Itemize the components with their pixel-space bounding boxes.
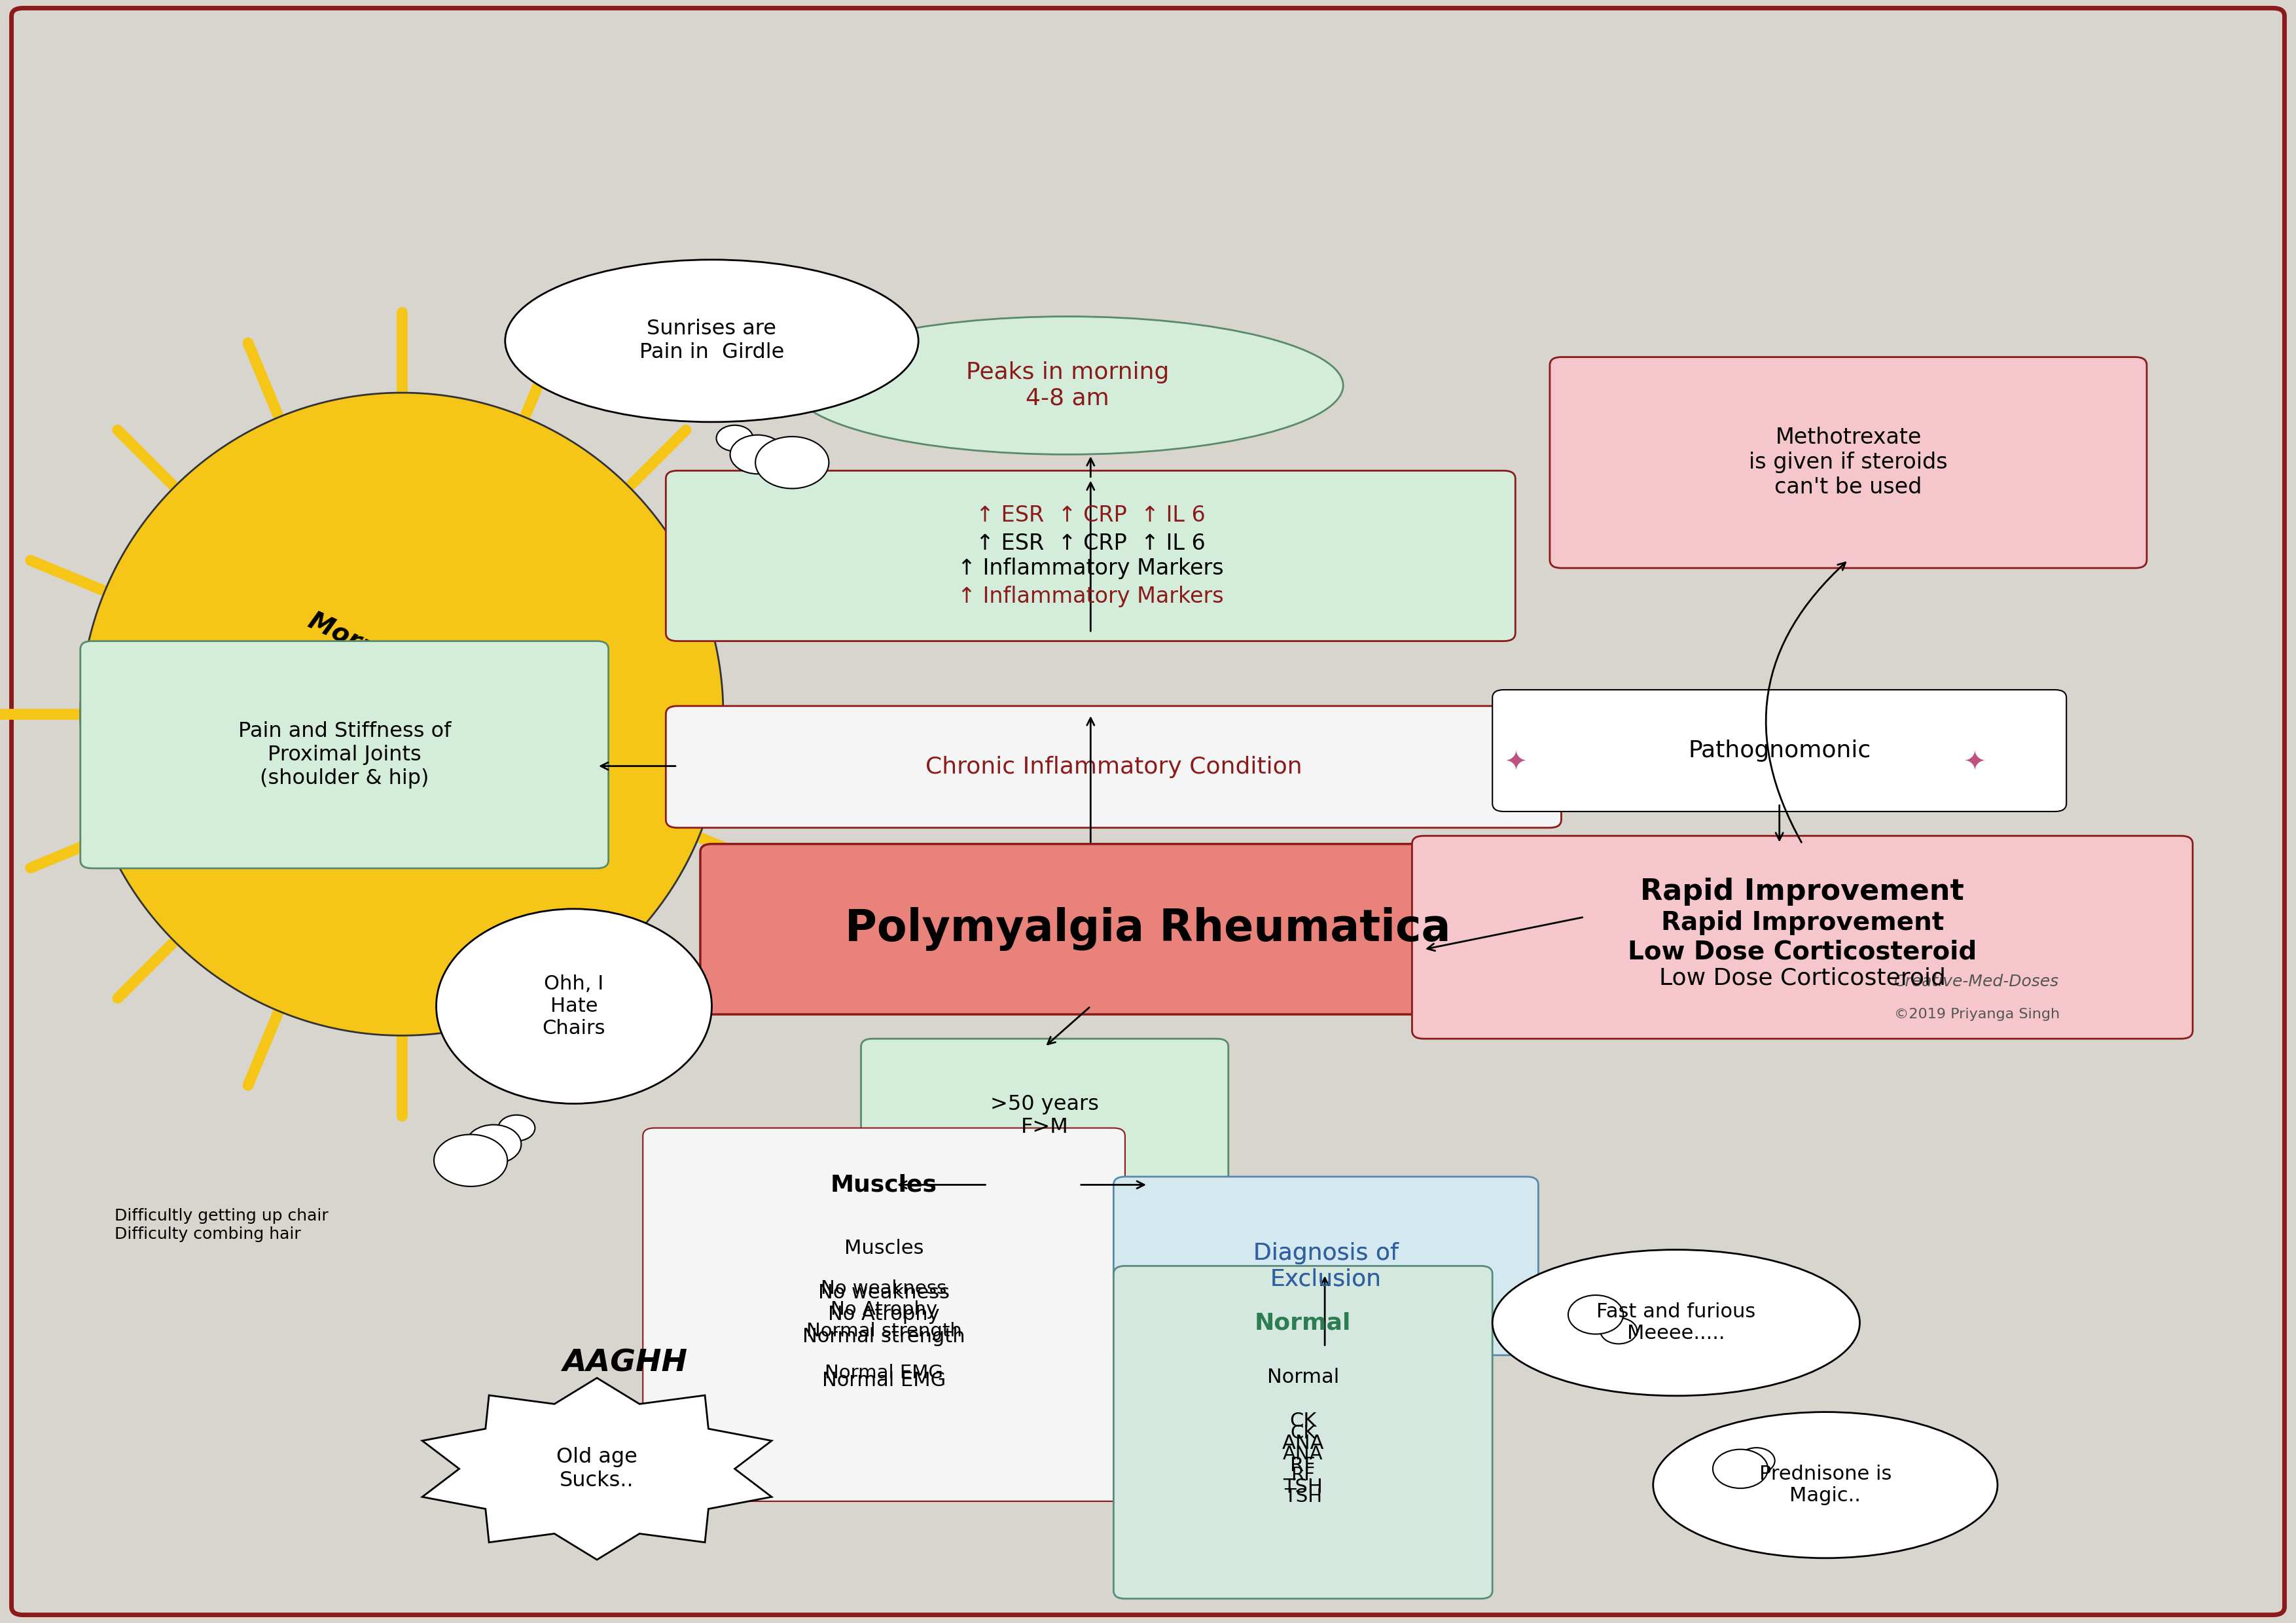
Text: Normal: Normal <box>1254 1311 1352 1334</box>
FancyBboxPatch shape <box>80 641 608 868</box>
Text: Prednisone is
Magic..: Prednisone is Magic.. <box>1759 1464 1892 1506</box>
Text: ✦: ✦ <box>1504 750 1527 776</box>
Text: Chronic Inflammatory Condition: Chronic Inflammatory Condition <box>925 756 1302 777</box>
Circle shape <box>1600 1318 1637 1344</box>
Text: AAGHH: AAGHH <box>563 1349 687 1378</box>
Text: Low Dose Corticosteroid: Low Dose Corticosteroid <box>1660 967 1945 988</box>
Circle shape <box>1568 1295 1623 1334</box>
Ellipse shape <box>1653 1412 1998 1558</box>
Ellipse shape <box>792 316 1343 454</box>
Text: ↑ ESR  ↑ CRP  ↑ IL 6: ↑ ESR ↑ CRP ↑ IL 6 <box>976 505 1205 526</box>
Text: Creative-Med-Doses: Creative-Med-Doses <box>1894 974 2060 990</box>
Ellipse shape <box>436 909 712 1104</box>
FancyBboxPatch shape <box>643 1128 1125 1501</box>
Text: Pain and Stiffness of
Proximal Joints
(shoulder & hip): Pain and Stiffness of Proximal Joints (s… <box>239 721 450 789</box>
Text: Pathognomonic: Pathognomonic <box>1688 740 1871 761</box>
Text: ↑ ESR  ↑ CRP  ↑ IL 6
↑ Inflammatory Markers: ↑ ESR ↑ CRP ↑ IL 6 ↑ Inflammatory Marker… <box>957 532 1224 579</box>
Text: Diagnosis of
Exclusion: Diagnosis of Exclusion <box>1254 1242 1398 1290</box>
Text: CK
ANA
RF
TSH: CK ANA RF TSH <box>1283 1423 1322 1506</box>
Text: Methotrexate
is given if steroids
can't be used: Methotrexate is given if steroids can't … <box>1750 427 1947 498</box>
Text: >50 years
F>M: >50 years F>M <box>990 1094 1100 1138</box>
Circle shape <box>1713 1449 1768 1488</box>
Text: Muscles: Muscles <box>831 1173 937 1196</box>
Ellipse shape <box>1492 1250 1860 1396</box>
Circle shape <box>498 1115 535 1141</box>
Text: Morning Stiffness: Morning Stiffness <box>305 609 544 738</box>
FancyBboxPatch shape <box>1114 1177 1538 1355</box>
Text: Difficultly getting up chair
Difficulty combing hair: Difficultly getting up chair Difficulty … <box>115 1209 328 1242</box>
Text: Rapid Improvement: Rapid Improvement <box>1639 878 1965 906</box>
Circle shape <box>716 425 753 451</box>
Text: No weakness
No Atrophy
Normal strength

Normal EMG: No weakness No Atrophy Normal strength N… <box>806 1279 962 1383</box>
FancyBboxPatch shape <box>666 706 1561 828</box>
FancyBboxPatch shape <box>11 8 2285 1615</box>
Text: Muscles

No weakness
No Atrophy
Normal strength

Normal EMG: Muscles No weakness No Atrophy Normal st… <box>804 1240 964 1389</box>
Polygon shape <box>422 1378 771 1560</box>
FancyBboxPatch shape <box>1114 1266 1492 1599</box>
Ellipse shape <box>505 260 918 422</box>
Text: Sunrises are
Pain in  Girdle: Sunrises are Pain in Girdle <box>638 320 785 362</box>
FancyBboxPatch shape <box>666 471 1515 641</box>
Text: ©2019 Priyanga Singh: ©2019 Priyanga Singh <box>1894 1008 2060 1021</box>
Text: Ohh, I
Hate
Chairs: Ohh, I Hate Chairs <box>542 975 606 1037</box>
Text: Old age
Sucks..: Old age Sucks.. <box>556 1448 638 1490</box>
FancyBboxPatch shape <box>1550 357 2147 568</box>
Circle shape <box>466 1125 521 1164</box>
Circle shape <box>1738 1448 1775 1474</box>
Text: Peaks in morning
4-8 am: Peaks in morning 4-8 am <box>967 362 1169 409</box>
FancyBboxPatch shape <box>700 844 1596 1014</box>
FancyBboxPatch shape <box>861 1039 1228 1193</box>
Polygon shape <box>80 393 723 1035</box>
Circle shape <box>755 437 829 489</box>
Text: Rapid Improvement
Low Dose Corticosteroid: Rapid Improvement Low Dose Corticosteroi… <box>1628 911 1977 964</box>
Text: Polymyalgia Rheumatica: Polymyalgia Rheumatica <box>845 907 1451 951</box>
Text: ✦: ✦ <box>1963 750 1986 776</box>
Circle shape <box>434 1134 507 1186</box>
Text: ↑ Inflammatory Markers: ↑ Inflammatory Markers <box>957 586 1224 607</box>
Text: Normal

CK
ANA
RF
TSH: Normal CK ANA RF TSH <box>1267 1368 1339 1496</box>
FancyBboxPatch shape <box>1492 690 2066 812</box>
Text: Diagnosis of
Exclusion: Diagnosis of Exclusion <box>1254 1242 1398 1290</box>
Text: >1 hr: >1 hr <box>338 790 420 816</box>
FancyBboxPatch shape <box>1412 836 2193 1039</box>
Text: Fast and furious
Meeee.....: Fast and furious Meeee..... <box>1596 1302 1756 1344</box>
Circle shape <box>730 435 785 474</box>
